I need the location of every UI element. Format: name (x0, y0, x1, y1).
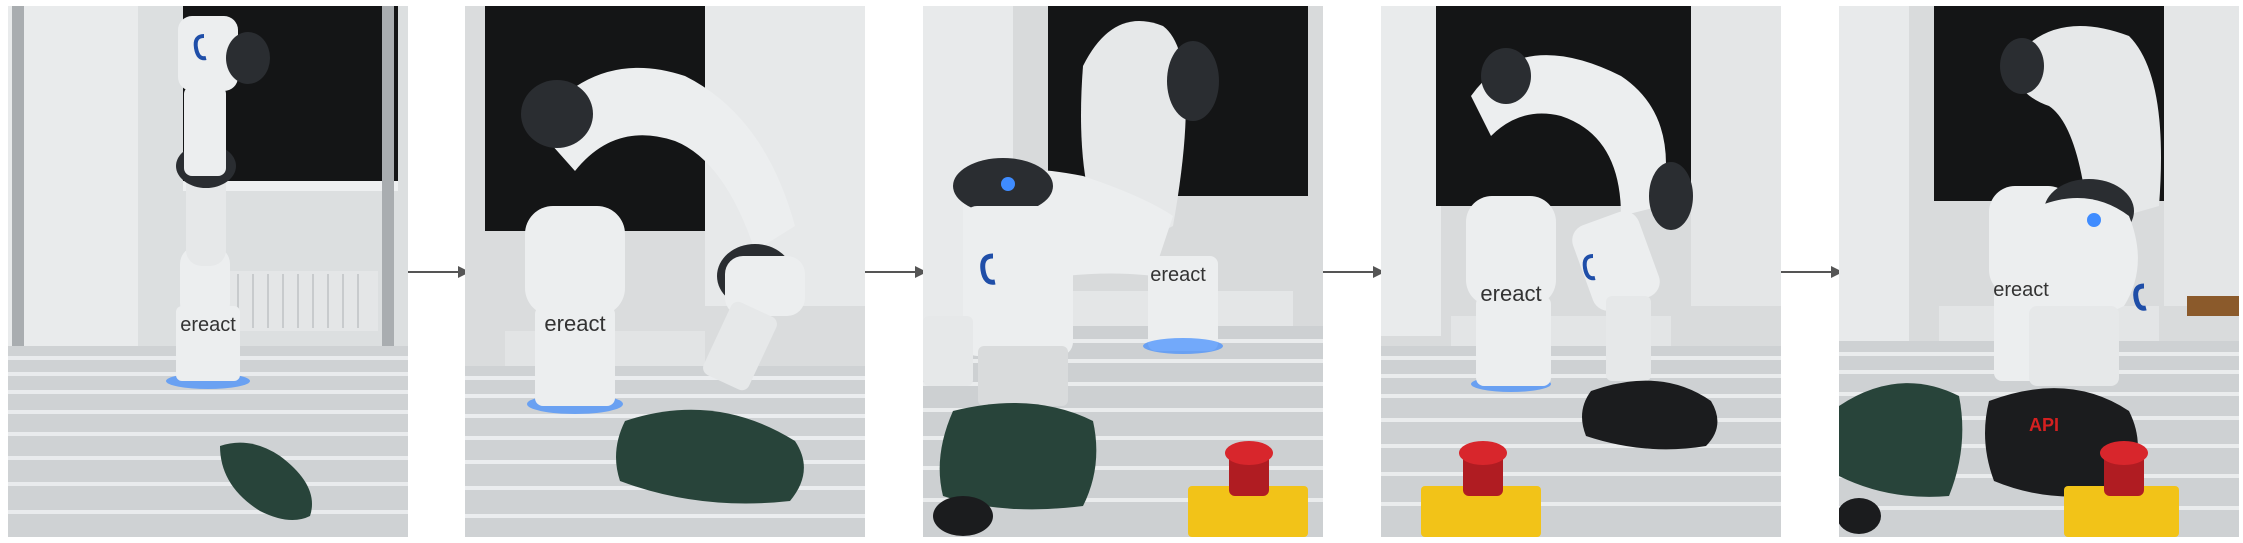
arrow-right-icon (1323, 266, 1385, 278)
black-cap (1985, 388, 2138, 497)
sequence-arrow-3 (1323, 262, 1387, 282)
robot-arm-photo-reaching-green-cap: ereact (465, 6, 865, 537)
photo-panel-4: ereact (1381, 6, 1781, 537)
sequence-arrow-1 (408, 262, 472, 282)
green-cap (939, 403, 1097, 510)
robot-brand-label: ereact (1993, 279, 2049, 301)
emergency-stop-button (1188, 441, 1308, 537)
wooden-desk (2187, 296, 2239, 316)
robot-brand-label: ereact (1150, 264, 1206, 286)
robot-arm (923, 21, 1223, 406)
black-cap (1582, 380, 1718, 450)
robot-arm (1466, 48, 1693, 392)
photo-panel-5: ereact API (1839, 6, 2239, 537)
cap-logo-text: API (2029, 415, 2059, 435)
arrow-right-icon (408, 266, 470, 278)
robot-arm (1989, 26, 2161, 386)
sequence-arrow-4 (1781, 262, 1845, 282)
robot-brand-label: ereact (1480, 281, 1541, 306)
robot-arm-photo-placing-on-black-cap: ereact (1381, 6, 1781, 537)
robot-arm (521, 67, 805, 414)
arrow-right-icon (865, 266, 927, 278)
green-cap (220, 442, 312, 520)
sequence-arrow-2 (865, 262, 929, 282)
photo-panel-2: ereact (465, 6, 865, 537)
robot-arm-photo-caps-stacked: ereact API (1839, 6, 2239, 537)
emergency-stop-button (2064, 441, 2179, 537)
robot-arm (166, 16, 270, 389)
radiator (213, 271, 378, 331)
photo-panel-1: ereact (8, 6, 408, 537)
emergency-stop-button (1421, 441, 1541, 537)
robot-arm-photo-upright: ereact (8, 6, 408, 537)
green-cap (1839, 383, 1963, 497)
arrow-right-icon (1781, 266, 1843, 278)
robot-brand-label: ereact (180, 314, 236, 336)
robot-arm-photo-gripping-green-cap: ereact (923, 6, 1323, 537)
robot-brand-label: ereact (544, 311, 605, 336)
photo-panel-3: ereact (923, 6, 1323, 537)
green-cap (616, 409, 804, 504)
